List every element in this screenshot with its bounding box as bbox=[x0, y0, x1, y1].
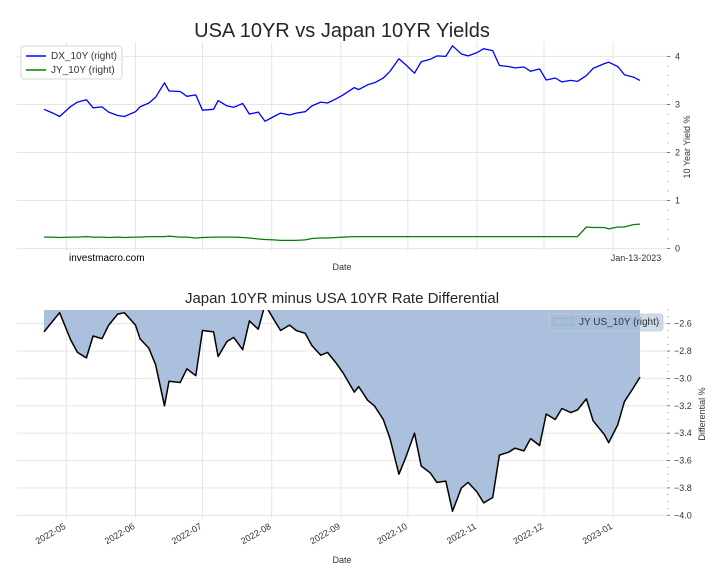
top-ytick-label: 1 bbox=[675, 196, 680, 206]
differential-line bbox=[43, 310, 641, 512]
bottom-ytick-label: −2.8 bbox=[674, 346, 692, 356]
bottom-y-axis-label: Differential % bbox=[697, 387, 707, 440]
legend-label-jy-us-10y: JY US_10Y (right) bbox=[579, 317, 659, 328]
bottom-xtick-label: 2022-06 bbox=[103, 521, 137, 546]
bottom-xtick-label: 2022-05 bbox=[34, 521, 68, 546]
differential-fill bbox=[44, 310, 640, 512]
top-x-axis-label: Date bbox=[332, 262, 351, 272]
top-ytick-label: 0 bbox=[675, 244, 680, 254]
top-gridlines bbox=[17, 42, 670, 251]
top-legend: DX_10Y (right) JY_10Y (right) bbox=[20, 45, 123, 80]
legend-label-jy-10y: JY_10Y (right) bbox=[51, 65, 115, 76]
top-ytick-label: 3 bbox=[675, 99, 680, 109]
top-chart-title: USA 10YR vs Japan 10YR Yields bbox=[194, 20, 490, 42]
date-note: Jan-13-2023 bbox=[611, 253, 662, 263]
bottom-xtick-label: 2023-01 bbox=[581, 521, 615, 546]
bottom-xtick-label: 2022-12 bbox=[511, 521, 545, 546]
top-series-lines bbox=[43, 45, 641, 242]
bottom-legend: JY US_10Y (right) bbox=[548, 313, 664, 332]
series-line-jy-10y bbox=[44, 223, 641, 242]
bottom-ytick-label: −3.8 bbox=[674, 483, 692, 493]
bottom-chart-title: Japan 10YR minus USA 10YR Rate Different… bbox=[185, 290, 499, 307]
bottom-xtick-label: 2022-08 bbox=[239, 521, 273, 546]
legend-swatch-jy-us-10y bbox=[552, 317, 574, 326]
top-y-tick-labels: 0 1 2 3 4 bbox=[675, 51, 680, 253]
bottom-ytick-label: −3.2 bbox=[674, 401, 692, 411]
top-y-axis-label: 10 Year Yield % bbox=[682, 115, 692, 178]
bottom-xtick-label: 2022-07 bbox=[170, 521, 204, 546]
series-line-dx-10y bbox=[43, 45, 641, 122]
bottom-xtick-label: 2022-10 bbox=[375, 521, 409, 546]
watermark: investmacro.com bbox=[69, 253, 145, 264]
top-plot-area bbox=[17, 42, 667, 251]
top-ytick-label: 2 bbox=[675, 148, 680, 158]
bottom-differential-area bbox=[43, 310, 641, 512]
bottom-ytick-label: −3.4 bbox=[674, 428, 692, 438]
bottom-ytick-label: −3.0 bbox=[674, 373, 692, 383]
bottom-y-tick-labels: −2.6 −2.8 −3.0 −3.2 −3.4 −3.6 −3.8 −4.0 bbox=[674, 319, 692, 521]
top-ytick-label: 4 bbox=[675, 51, 680, 61]
legend-label-dx-10y: DX_10Y (right) bbox=[51, 51, 117, 62]
bottom-x-axis-label: Date bbox=[332, 555, 351, 565]
bottom-ytick-label: −4.0 bbox=[674, 510, 692, 520]
bottom-xtick-label: 2022-09 bbox=[308, 521, 342, 546]
bottom-xtick-label: 2022-11 bbox=[445, 521, 478, 546]
bottom-ytick-label: −3.6 bbox=[674, 456, 692, 466]
bottom-ytick-label: −2.6 bbox=[674, 319, 692, 329]
bottom-x-tick-labels: 2022-05 2022-06 2022-07 2022-08 2022-09 2022-… bbox=[34, 521, 614, 546]
